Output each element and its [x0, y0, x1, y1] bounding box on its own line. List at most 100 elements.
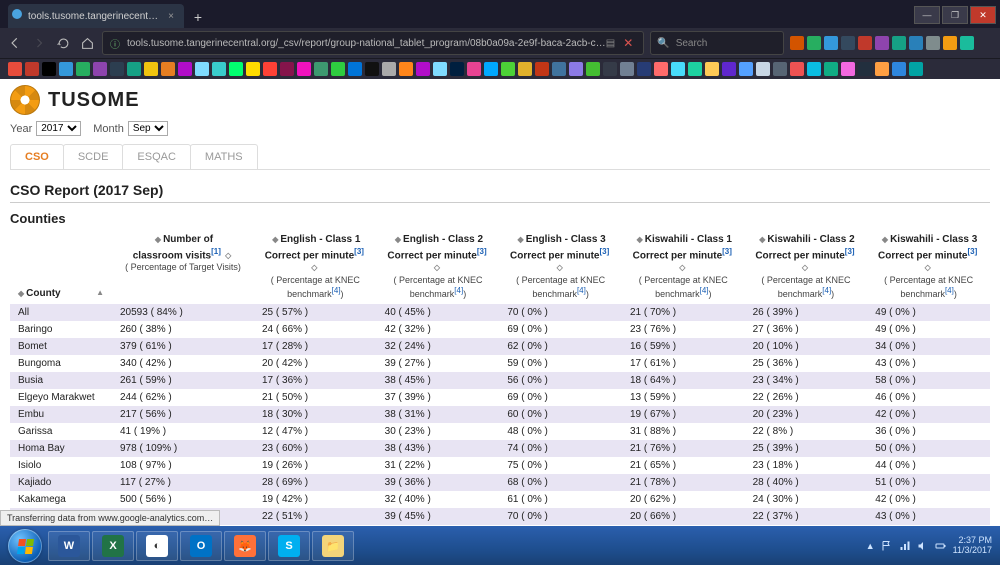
extension-icon[interactable] — [892, 36, 906, 50]
bookmark-icon[interactable] — [450, 62, 464, 76]
new-tab-button[interactable]: + — [186, 9, 210, 28]
extension-icon[interactable] — [824, 36, 838, 50]
taskbar-app-chrome[interactable]: ◐ — [136, 531, 178, 561]
extension-icon[interactable] — [943, 36, 957, 50]
column-header[interactable]: ◆English - Class 1Correct per minute[3] … — [254, 232, 377, 304]
table-row[interactable]: Baringo260 ( 38% )24 ( 66% )42 ( 32% )69… — [10, 321, 990, 338]
nav-home-button[interactable] — [78, 34, 96, 52]
bookmark-icon[interactable] — [671, 62, 685, 76]
column-header[interactable]: ◆Kiswahili - Class 1Correct per minute[3… — [622, 232, 745, 304]
bookmark-icon[interactable] — [688, 62, 702, 76]
taskbar-app-excel[interactable]: X — [92, 531, 134, 561]
browser-tab-active[interactable]: tools.tusome.tangerinecent… × — [8, 4, 184, 28]
bookmark-icon[interactable] — [807, 62, 821, 76]
bookmark-icon[interactable] — [331, 62, 345, 76]
bookmark-icon[interactable] — [603, 62, 617, 76]
bookmark-icon[interactable] — [263, 62, 277, 76]
bookmark-icon[interactable] — [348, 62, 362, 76]
window-minimize-button[interactable]: — — [914, 6, 940, 24]
bookmark-icon[interactable] — [93, 62, 107, 76]
nav-stop-button[interactable]: ✕ — [619, 36, 637, 50]
column-header[interactable]: ◆Number ofclassroom visits[1] ◇( Percent… — [112, 232, 254, 304]
table-row[interactable]: Embu217 ( 56% )18 ( 30% )38 ( 31% )60 ( … — [10, 406, 990, 423]
bookmark-icon[interactable] — [909, 62, 923, 76]
bookmark-icon[interactable] — [42, 62, 56, 76]
column-header[interactable]: ◆Kiswahili - Class 2Correct per minute[3… — [745, 232, 868, 304]
search-bar[interactable]: 🔍 Search — [650, 31, 783, 55]
bookmark-icon[interactable] — [756, 62, 770, 76]
search-engine-icon[interactable]: 🔍 — [657, 38, 669, 49]
bookmark-icon[interactable] — [76, 62, 90, 76]
extension-icon[interactable] — [807, 36, 821, 50]
nav-reload-button[interactable] — [54, 34, 72, 52]
bookmark-icon[interactable] — [654, 62, 668, 76]
table-row[interactable]: Bungoma340 ( 42% )20 ( 42% )39 ( 27% )59… — [10, 355, 990, 372]
bookmark-icon[interactable] — [365, 62, 379, 76]
bookmark-icon[interactable] — [229, 62, 243, 76]
bookmark-icon[interactable] — [246, 62, 260, 76]
bookmark-icon[interactable] — [25, 62, 39, 76]
taskbar-app-word[interactable]: W — [48, 531, 90, 561]
extension-icon[interactable] — [841, 36, 855, 50]
table-row[interactable]: Kajiado117 ( 27% )28 ( 69% )39 ( 36% )68… — [10, 474, 990, 491]
column-header[interactable]: ◆English - Class 2Correct per minute[3] … — [377, 232, 500, 304]
nav-back-button[interactable] — [6, 34, 24, 52]
tray-volume-icon[interactable] — [917, 540, 929, 552]
tab-cso[interactable]: CSO — [10, 144, 64, 169]
bookmark-icon[interactable] — [314, 62, 328, 76]
table-row[interactable]: Isiolo108 ( 97% )19 ( 26% )31 ( 22% )75 … — [10, 457, 990, 474]
bookmark-icon[interactable] — [195, 62, 209, 76]
tab-scde[interactable]: SCDE — [63, 144, 124, 169]
taskbar-app-firefox[interactable]: 🦊 — [224, 531, 266, 561]
column-header[interactable]: ◆English - Class 3Correct per minute[3] … — [499, 232, 622, 304]
bookmark-icon[interactable] — [892, 62, 906, 76]
bookmark-icon[interactable] — [297, 62, 311, 76]
bookmark-icon[interactable] — [875, 62, 889, 76]
tab-maths[interactable]: MATHS — [190, 144, 258, 169]
clock[interactable]: 2:37 PM 11/3/2017 — [953, 536, 992, 556]
bookmark-icon[interactable] — [399, 62, 413, 76]
bookmark-icon[interactable] — [416, 62, 430, 76]
bookmark-icon[interactable] — [110, 62, 124, 76]
tray-battery-icon[interactable] — [935, 540, 947, 552]
bookmark-icon[interactable] — [161, 62, 175, 76]
bookmark-icon[interactable] — [59, 62, 73, 76]
column-header[interactable]: ◆County▲ — [10, 232, 112, 304]
bookmark-icon[interactable] — [280, 62, 294, 76]
bookmark-icon[interactable] — [739, 62, 753, 76]
extension-icon[interactable] — [790, 36, 804, 50]
month-select[interactable]: Sep — [128, 121, 168, 136]
table-row[interactable]: All20593 ( 84% )25 ( 57% )40 ( 45% )70 (… — [10, 304, 990, 321]
taskbar-app-skype[interactable]: S — [268, 531, 310, 561]
nav-forward-button[interactable] — [30, 34, 48, 52]
table-row[interactable]: Busia261 ( 59% )17 ( 36% )38 ( 45% )56 (… — [10, 372, 990, 389]
bookmark-icon[interactable] — [637, 62, 651, 76]
reader-icon[interactable]: ▤ — [606, 38, 615, 49]
bookmark-icon[interactable] — [433, 62, 447, 76]
column-header[interactable]: ◆Kiswahili - Class 3Correct per minute[3… — [867, 232, 990, 304]
table-row[interactable]: Bomet379 ( 61% )17 ( 28% )32 ( 24% )62 (… — [10, 338, 990, 355]
window-close-button[interactable]: ✕ — [970, 6, 996, 24]
bookmark-icon[interactable] — [858, 62, 872, 76]
bookmark-icon[interactable] — [841, 62, 855, 76]
table-row[interactable]: Homa Bay978 ( 109% )23 ( 60% )38 ( 43% )… — [10, 440, 990, 457]
table-row[interactable]: Kakamega500 ( 56% )19 ( 42% )32 ( 40% )6… — [10, 491, 990, 508]
bookmark-icon[interactable] — [620, 62, 634, 76]
bookmark-icon[interactable] — [705, 62, 719, 76]
bookmark-icon[interactable] — [178, 62, 192, 76]
system-tray[interactable]: ▲ 2:37 PM 11/3/2017 — [866, 536, 992, 556]
table-row[interactable]: Elgeyo Marakwet244 ( 62% )21 ( 50% )37 (… — [10, 389, 990, 406]
bookmark-icon[interactable] — [586, 62, 600, 76]
extension-icon[interactable] — [960, 36, 974, 50]
extension-icon[interactable] — [926, 36, 940, 50]
bookmark-icon[interactable] — [790, 62, 804, 76]
bookmark-icon[interactable] — [501, 62, 515, 76]
bookmark-icon[interactable] — [8, 62, 22, 76]
bookmark-icon[interactable] — [535, 62, 549, 76]
extension-icon[interactable] — [875, 36, 889, 50]
tab-close-icon[interactable]: × — [168, 11, 174, 22]
tab-esqac[interactable]: ESQAC — [122, 144, 191, 169]
start-button[interactable] — [8, 529, 42, 563]
bookmark-icon[interactable] — [552, 62, 566, 76]
bookmark-icon[interactable] — [569, 62, 583, 76]
